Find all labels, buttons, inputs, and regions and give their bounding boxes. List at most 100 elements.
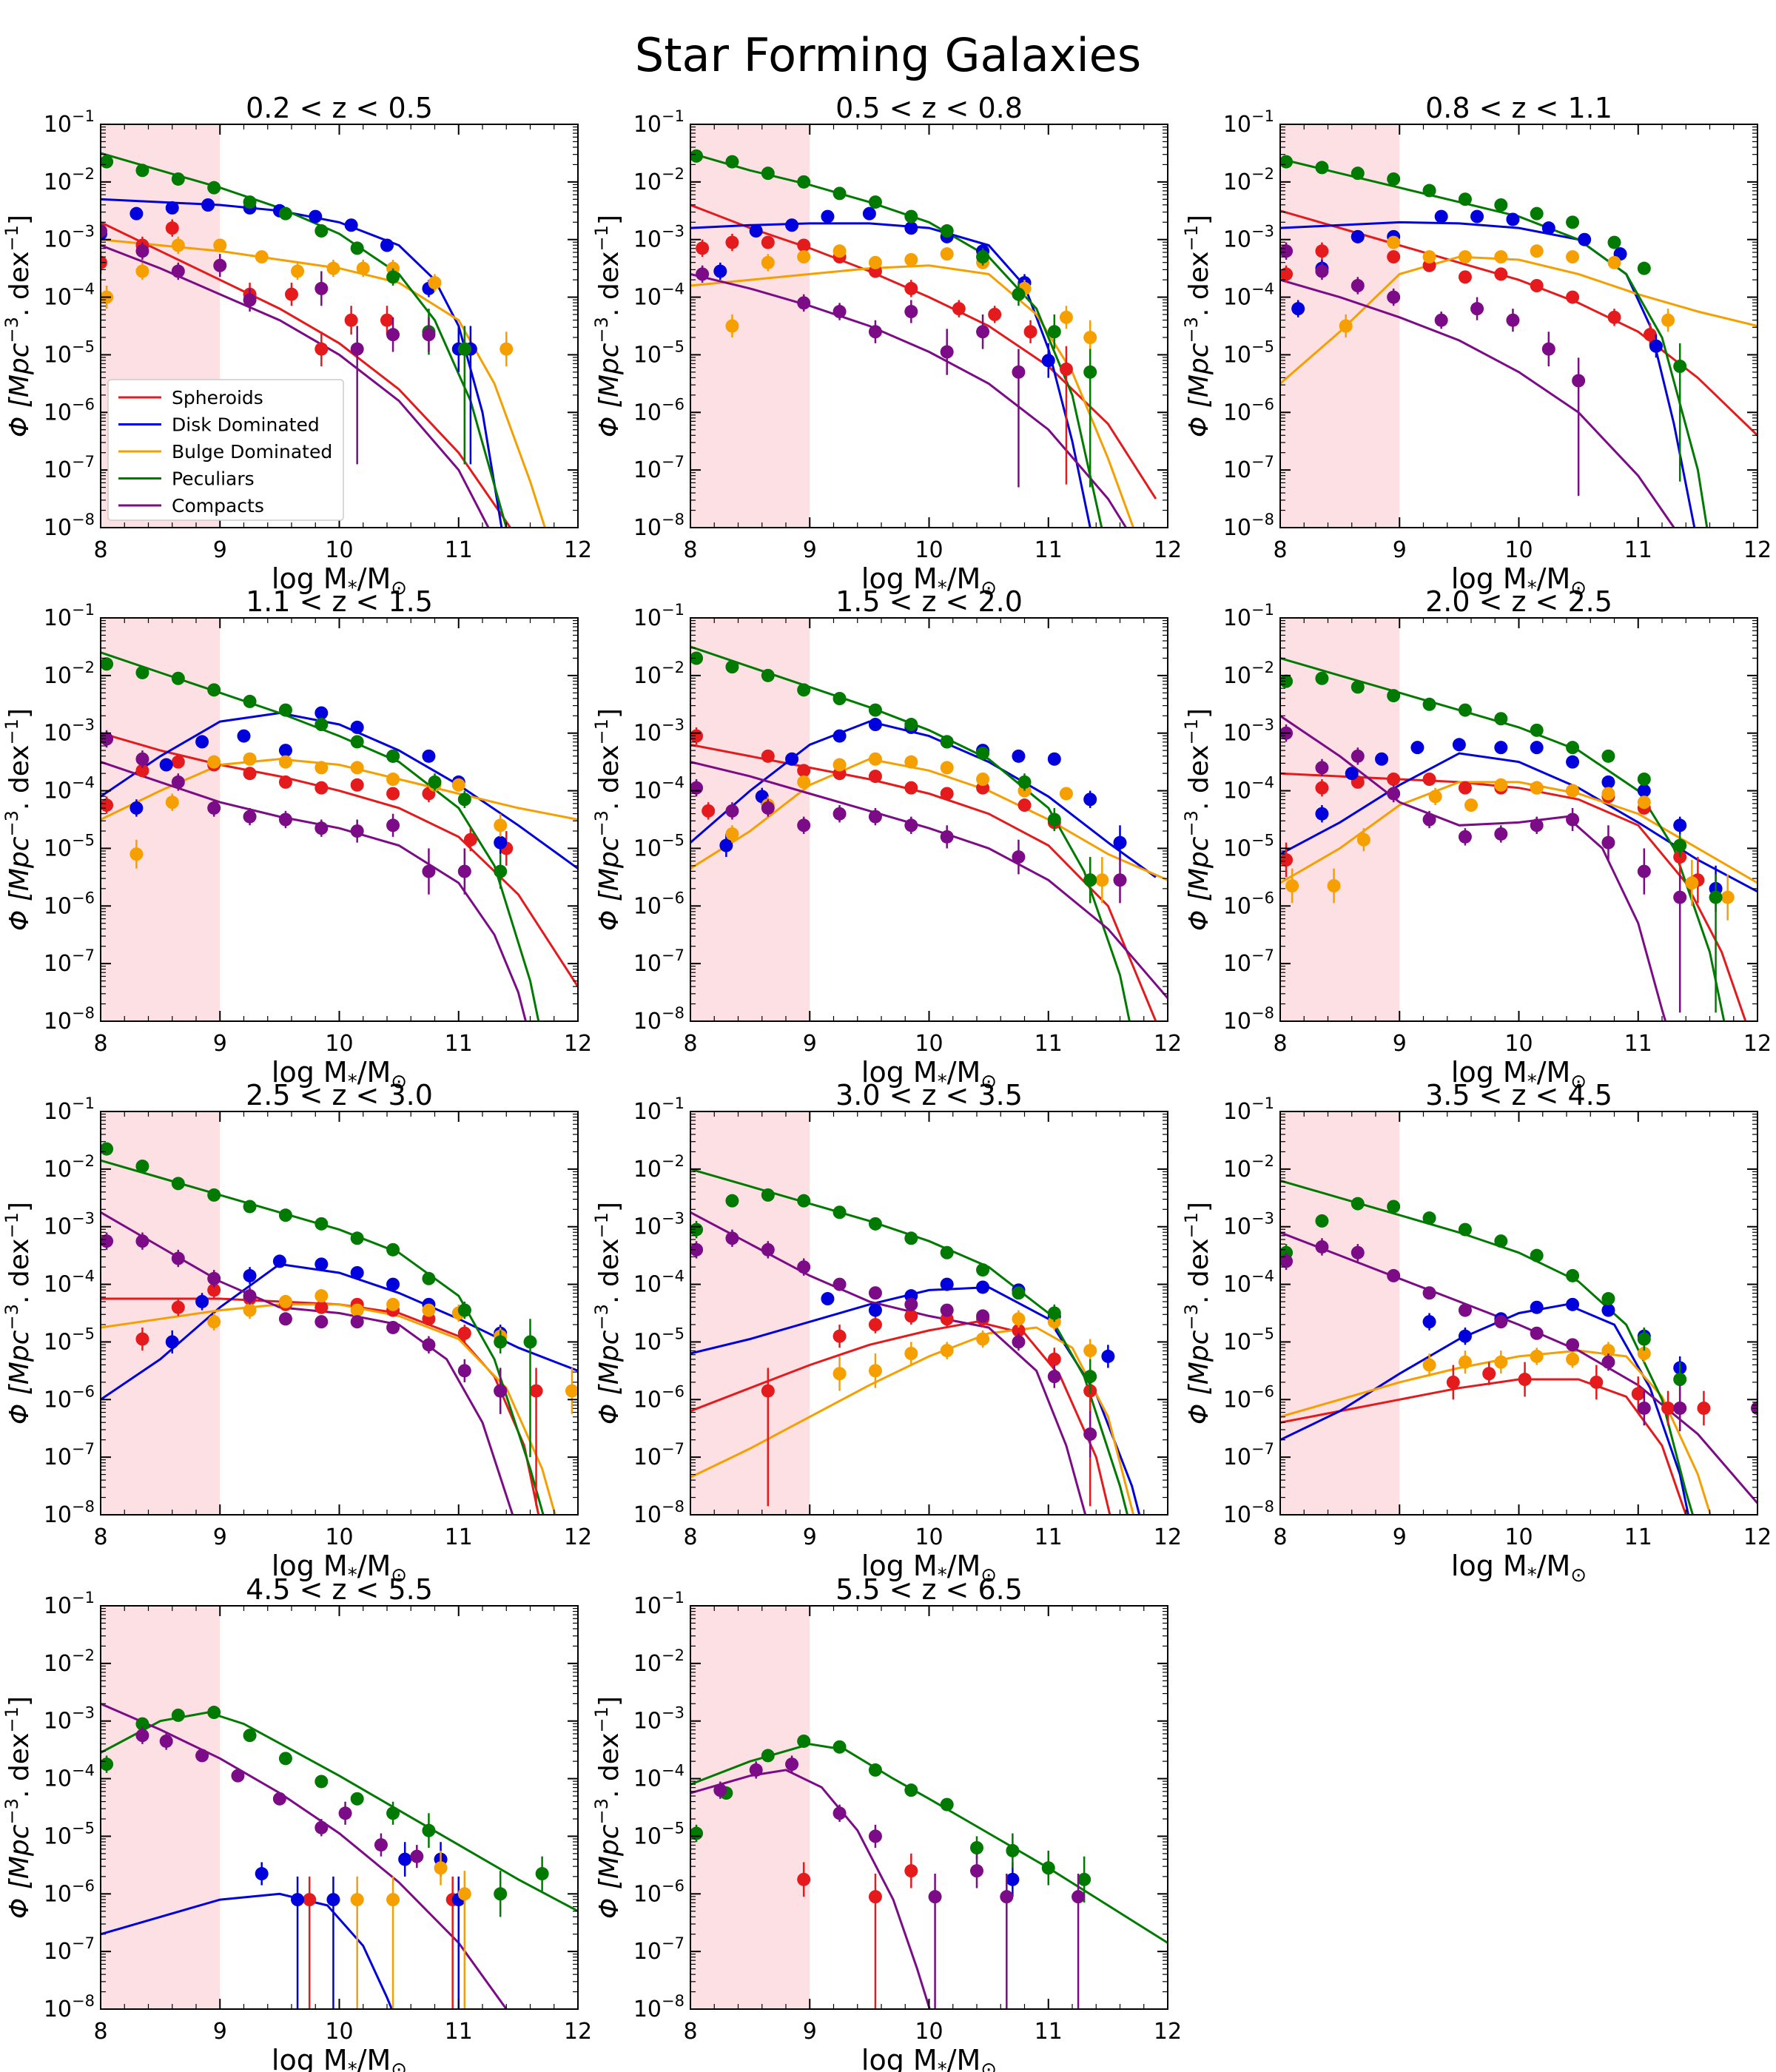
data-point-spheroids [797,1872,811,1886]
data-point-compacts [1572,374,1586,388]
data-point-spheroids [314,781,329,795]
data-point-spheroids [207,1283,221,1297]
data-point-compacts [1422,813,1436,827]
series-line-compacts [101,1703,508,2009]
data-point-bulge-dominated [165,796,179,810]
data-point-peculiars [1012,1286,1026,1300]
y-tick-label: 10−5 [44,1819,95,1849]
y-tick-label: 10−1 [633,601,684,631]
data-point-disk-dominated [1470,209,1484,223]
data-point-disk-dominated [380,238,394,252]
data-point-compacts [159,1734,173,1748]
y-tick-label: 10−3 [1223,716,1274,747]
data-point-spheroids [165,221,179,235]
data-point-compacts [1280,244,1294,258]
data-point-peculiars [1083,873,1097,887]
data-point-peculiars [1458,192,1472,206]
data-point-disk-dominated [398,1852,412,1866]
panel-title: 3.5 < z < 4.5 [1425,1079,1612,1111]
data-point-compacts [868,325,882,339]
data-point-peculiars [278,703,292,717]
data-point-disk-dominated [1578,232,1592,246]
y-tick-label: 10−6 [633,1877,684,1907]
data-point-peculiars [135,665,149,679]
plot-area [101,1142,578,1515]
data-point-peculiars [761,166,775,181]
data-point-bulge-dominated [868,1364,882,1378]
x-tick-label: 12 [1154,2019,1182,2045]
data-point-compacts [386,1320,400,1334]
data-point-bulge-dominated [494,818,508,832]
y-tick-label: 10−1 [633,1094,684,1125]
y-tick-label: 10−2 [44,659,95,689]
y-tick-label: 10−4 [633,1762,684,1792]
data-point-peculiars [207,181,221,195]
legend-label: Compacts [172,495,264,517]
x-tick-label: 10 [1504,537,1533,563]
data-point-compacts [135,1729,149,1743]
x-tick-label: 12 [564,1031,592,1057]
y-tick-label: 10−1 [1223,601,1274,631]
data-point-peculiars [1494,712,1508,726]
data-point-bulge-dominated [1428,790,1442,804]
data-point-peculiars [1673,838,1687,852]
x-tick-label: 8 [683,1524,697,1550]
data-point-spheroids [344,313,358,327]
data-point-peculiars [1566,741,1580,755]
x-tick-label: 10 [915,2019,943,2045]
data-point-spheroids [904,1309,918,1323]
data-point-compacts [832,807,847,821]
x-tick-label: 11 [445,1524,473,1550]
data-point-bulge-dominated [832,758,847,772]
y-tick-label: 10−2 [1223,1152,1274,1183]
y-tick-label: 10−4 [633,774,684,804]
y-tick-label: 10−6 [1223,889,1274,919]
data-point-compacts [386,328,400,342]
data-point-disk-dominated [165,201,179,215]
data-point-disk-dominated [1506,212,1520,226]
y-axis-label: Φ [Mpc−3. dex−1] [1,708,35,931]
data-point-compacts [1315,1240,1329,1254]
data-point-bulge-dominated [1685,876,1699,890]
shaded-region [1280,1111,1400,1515]
data-point-peculiars [832,1740,847,1754]
data-point-disk-dominated [326,1893,340,1907]
data-point-disk-dominated [1530,1300,1544,1314]
data-point-peculiars [243,1200,257,1214]
x-tick-label: 8 [93,537,107,563]
y-tick-label: 10−4 [1223,280,1274,311]
chart-panel: 8 9 10 11 12 10−8 10−7 10−6 10−5 10−4 10−3 10−2 10−1… [591,1079,1182,1587]
data-point-compacts [761,801,775,815]
y-tick-label: 10−3 [44,1210,95,1240]
data-point-disk-dominated [195,735,209,749]
data-point-peculiars [1637,773,1651,786]
data-point-spheroids [696,241,710,255]
x-tick-label: 12 [564,1524,592,1550]
data-point-peculiars [1673,1373,1687,1387]
y-tick-label: 10−7 [44,453,95,483]
data-point-bulge-dominated [278,755,292,769]
plot-area [101,651,578,1021]
y-tick-label: 10−2 [633,1152,684,1183]
x-tick-label: 11 [1624,1524,1652,1550]
data-point-spheroids [1482,1367,1496,1381]
data-point-peculiars [1350,166,1365,181]
data-point-bulge-dominated [1494,778,1508,792]
data-point-compacts [970,1864,983,1878]
chart-panel: 8 9 10 11 12 10−8 10−7 10−6 10−5 10−4 10−3 10−2 10−1… [1181,92,1772,599]
plot-area [690,149,1157,528]
data-point-compacts [243,810,257,824]
data-point-compacts [904,1297,918,1311]
data-point-bulge-dominated [314,761,329,775]
y-tick-label: 10−5 [633,1819,684,1849]
x-tick-label: 10 [325,2019,353,2045]
series-line-compacts [690,272,1128,528]
data-point-compacts [785,1758,799,1772]
data-point-peculiars [904,718,918,732]
data-point-bulge-dominated [976,773,990,786]
data-point-disk-dominated [868,718,882,732]
data-point-peculiars [940,1245,954,1259]
x-axis-label: log M*/M⊙ [861,1056,997,1093]
data-point-bulge-dominated [1422,250,1436,264]
data-point-disk-dominated [272,1254,286,1268]
